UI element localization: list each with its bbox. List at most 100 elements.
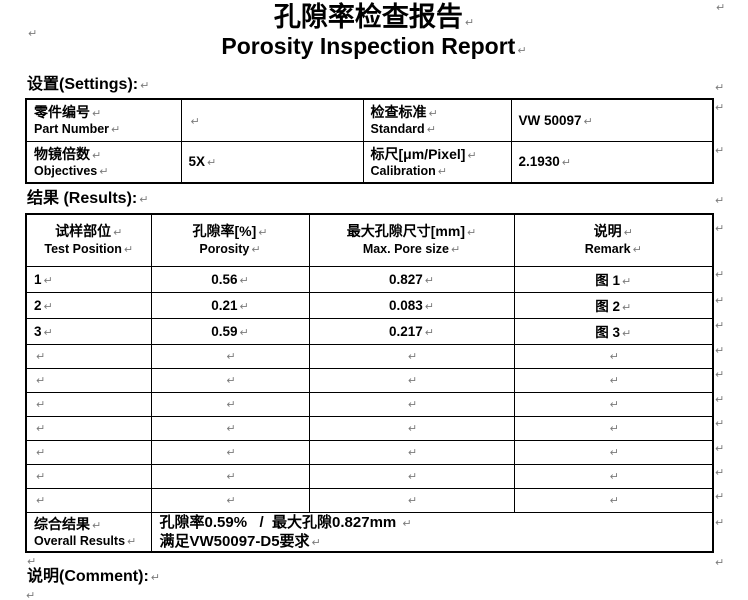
report-title-cn: 孔隙率检查报告 ↵ [0, 2, 748, 33]
paragraph-mark-icon: ↵ [467, 148, 477, 162]
max-pore-cell[interactable]: ↵ [308, 343, 515, 369]
standard-value-cell[interactable]: VW 50097 ↵ [510, 98, 714, 142]
empty-result-row: ↵ ↵ ↵ ↵ [25, 415, 714, 441]
max-pore-cell[interactable]: ↵ [308, 463, 515, 489]
position-cell[interactable]: ↵ [25, 415, 152, 441]
calibration-value-cell[interactable]: 2.1930 ↵ [510, 140, 714, 184]
part-number-label-cn: 零件编号 ↵ [34, 104, 102, 121]
max-pore-cell[interactable]: 0.217 ↵ [308, 317, 515, 345]
position-cell[interactable]: ↵ [25, 343, 152, 369]
comment-heading: 说明(Comment): ↵ [27, 568, 160, 586]
remark-cell[interactable]: ↵ [513, 463, 714, 489]
paragraph-mark-icon: ↵ [426, 123, 436, 137]
porosity-cell[interactable]: 0.56 ↵ [150, 265, 310, 293]
max-pore-cell[interactable]: ↵ [308, 415, 515, 441]
position-cell[interactable]: ↵ [25, 367, 152, 393]
standard-label-cn: 检查标准 ↵ [370, 104, 438, 121]
paragraph-mark-icon: ↵ [424, 325, 434, 339]
empty-result-row: ↵ ↵ ↵ ↵ [25, 343, 714, 369]
porosity-cell[interactable]: ↵ [150, 367, 310, 393]
paragraph-mark-icon: ↵ [226, 374, 236, 387]
overall-results-row: 综合结果 ↵ Overall Results ↵ 孔隙率0.59% / 最大孔隙0.… [25, 511, 714, 552]
calibration-label-cn: 标尺[μm/Pixel] ↵ [370, 145, 477, 162]
max-pore-cell[interactable]: ↵ [308, 391, 515, 417]
paragraph-mark-icon: ↵ [715, 442, 725, 455]
remark-cell[interactable]: ↵ [513, 343, 714, 369]
paragraph-mark-icon: ↵ [113, 226, 123, 240]
header-test-position: 试样部位 ↵ Test Position ↵ [25, 213, 152, 267]
paragraph-mark-icon: ↵ [92, 518, 102, 532]
paragraph-mark-icon: ↵ [127, 534, 137, 548]
max-pore-cell[interactable]: 0.083 ↵ [308, 291, 515, 319]
part-number-value-cell[interactable]: ↵ [180, 98, 364, 142]
paragraph-mark-icon: ↵ [609, 470, 619, 483]
porosity-cell[interactable]: ↵ [150, 415, 310, 441]
objectives-label-cn: 物镜倍数 ↵ [34, 145, 102, 162]
paragraph-mark-icon: ↵ [407, 470, 418, 483]
paragraph-mark-icon: ↵ [226, 350, 236, 363]
overall-results-line-2: 满足VW50097-D5要求 ↵ [159, 532, 321, 550]
porosity-cell[interactable]: 0.59 ↵ [150, 317, 310, 345]
paragraph-mark-icon: ↵ [609, 398, 619, 411]
empty-result-row: ↵ ↵ ↵ ↵ [25, 487, 714, 513]
paragraph-mark-icon: ↵ [407, 350, 418, 363]
porosity-cell[interactable]: 0.21 ↵ [150, 291, 310, 319]
paragraph-mark-icon: ↵ [609, 446, 619, 459]
paragraph-mark-icon: ↵ [622, 327, 632, 340]
standard-label-en: Standard ↵ [370, 122, 436, 137]
overall-results-value-cell[interactable]: 孔隙率0.59% / 最大孔隙0.827mm ↵ 满足VW50097-D5要求 ↵ [150, 511, 714, 552]
porosity-cell[interactable]: ↵ [150, 439, 310, 465]
position-cell[interactable]: ↵ [25, 463, 152, 489]
objectives-label-cell: 物镜倍数 ↵ Objectives ↵ [25, 140, 182, 184]
settings-row-2: 物镜倍数 ↵ Objectives ↵ 5X ↵ 标尺[μm/Pixel] ↵ Cali… [25, 140, 714, 184]
position-cell[interactable]: ↵ [25, 487, 152, 513]
paragraph-mark-icon: ↵ [716, 1, 726, 14]
paragraph-mark-icon: ↵ [258, 226, 268, 240]
overall-results-label-en: Overall Results ↵ [34, 533, 137, 548]
paragraph-mark-icon: ↵ [190, 114, 200, 128]
title-block: 孔隙率检查报告 ↵ Porosity Inspection Report ↵ [0, 2, 748, 60]
position-cell[interactable]: 3 ↵ [25, 317, 152, 345]
remark-cell[interactable]: 图 3 ↵ [513, 317, 714, 345]
max-pore-cell[interactable]: 0.827 ↵ [308, 265, 515, 293]
paragraph-mark-icon: ↵ [99, 164, 109, 178]
paragraph-mark-icon: ↵ [715, 556, 725, 569]
remark-cell[interactable]: ↵ [513, 415, 714, 441]
paragraph-mark-icon: ↵ [407, 374, 418, 387]
porosity-cell[interactable]: ↵ [150, 487, 310, 513]
position-cell[interactable]: ↵ [25, 391, 152, 417]
porosity-cell[interactable]: ↵ [150, 343, 310, 369]
calibration-label-en: Calibration ↵ [370, 163, 448, 178]
porosity-cell[interactable]: ↵ [150, 463, 310, 489]
paragraph-mark-icon: ↵ [715, 294, 725, 307]
paragraph-mark-icon: ↵ [407, 398, 418, 411]
position-cell[interactable]: 1 ↵ [25, 265, 152, 293]
position-cell[interactable]: ↵ [25, 439, 152, 465]
report-title-en: Porosity Inspection Report ↵ [0, 33, 748, 60]
objectives-value-cell[interactable]: 5X ↵ [180, 140, 364, 184]
remark-cell[interactable]: ↵ [513, 391, 714, 417]
paragraph-mark-icon: ↵ [715, 490, 725, 503]
paragraph-mark-icon: ↵ [715, 81, 725, 94]
porosity-cell[interactable]: ↵ [150, 391, 310, 417]
paragraph-mark-icon: ↵ [226, 470, 236, 483]
remark-cell[interactable]: ↵ [513, 367, 714, 393]
paragraph-mark-icon: ↵ [43, 299, 53, 313]
settings-heading-text: 设置(Settings): [27, 76, 139, 93]
empty-result-row: ↵ ↵ ↵ ↵ [25, 463, 714, 489]
paragraph-mark-icon: ↵ [150, 571, 160, 584]
paragraph-mark-icon: ↵ [715, 101, 725, 114]
remark-cell[interactable]: ↵ [513, 439, 714, 465]
paragraph-mark-icon: ↵ [92, 107, 102, 121]
paragraph-mark-icon: ↵ [36, 350, 46, 363]
remark-cell[interactable]: ↵ [513, 487, 714, 513]
comment-heading-text: 说明(Comment): [27, 568, 149, 585]
max-pore-cell[interactable]: ↵ [308, 487, 515, 513]
paragraph-mark-icon: ↵ [715, 144, 725, 157]
remark-cell[interactable]: 图 2 ↵ [513, 291, 714, 319]
remark-cell[interactable]: 图 1 ↵ [513, 265, 714, 293]
paragraph-mark-icon: ↵ [561, 156, 572, 170]
max-pore-cell[interactable]: ↵ [308, 367, 515, 393]
position-cell[interactable]: 2 ↵ [25, 291, 152, 319]
max-pore-cell[interactable]: ↵ [308, 439, 515, 465]
